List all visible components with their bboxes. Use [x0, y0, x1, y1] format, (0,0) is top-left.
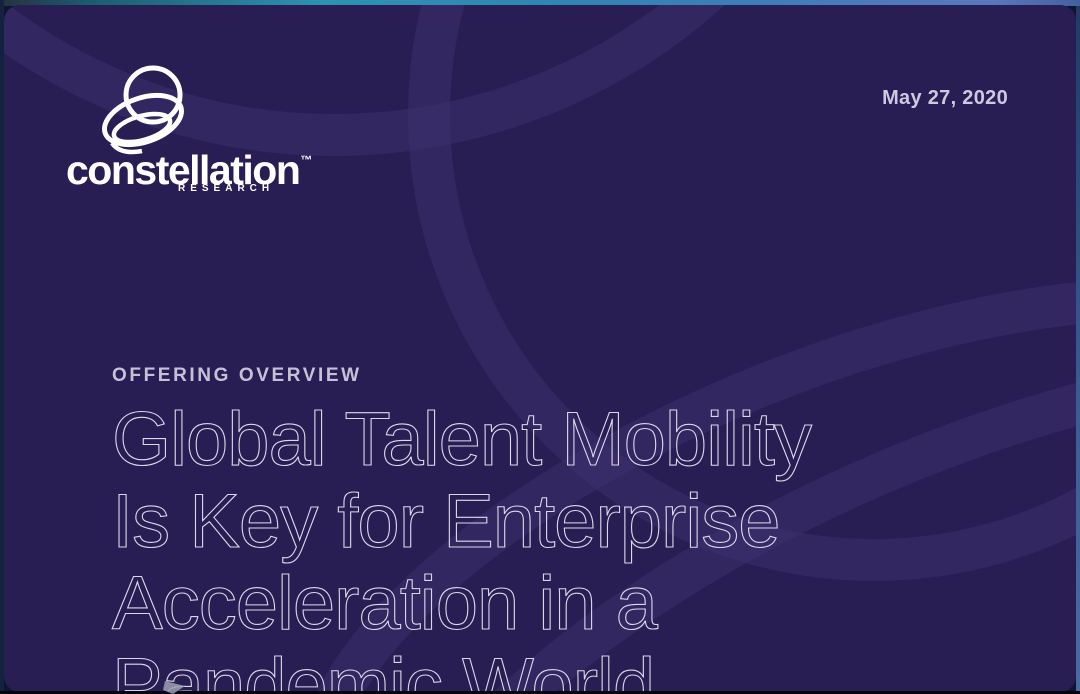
- title-line-2: Is Key for Enterprise: [111, 479, 781, 564]
- title-line-4: Pandemic World: [111, 643, 655, 692]
- logo-wordmark-text: constellation: [66, 147, 301, 193]
- constellation-swirl-watermark: [4, 5, 1076, 692]
- cover-card: constellation™ RESEARCH May 27, 2020 OFF…: [4, 5, 1076, 692]
- constellation-orb-icon: [102, 65, 184, 155]
- mouse-cursor: [163, 681, 185, 694]
- document-type-label: OFFERING OVERVIEW: [112, 365, 362, 386]
- bottom-edge-stripe: [0, 691, 1080, 694]
- report-title: Global Talent Mobility Is Key for Enterp…: [111, 397, 1036, 692]
- publication-date: May 27, 2020: [882, 87, 1008, 109]
- title-line-3: Acceleration in a: [111, 561, 658, 646]
- top-edge-gradient-stripe: [0, 0, 1080, 6]
- right-edge-stripe: [1076, 6, 1080, 694]
- left-edge-stripe: [0, 0, 4, 694]
- trademark-symbol: ™: [300, 153, 313, 167]
- logo-wordmark: constellation™: [66, 147, 312, 194]
- cover-content: OFFERING OVERVIEW Global Talent Mobility…: [111, 365, 1036, 692]
- title-line-1: Global Talent Mobility: [111, 397, 812, 482]
- logo-subtext: RESEARCH: [178, 183, 275, 194]
